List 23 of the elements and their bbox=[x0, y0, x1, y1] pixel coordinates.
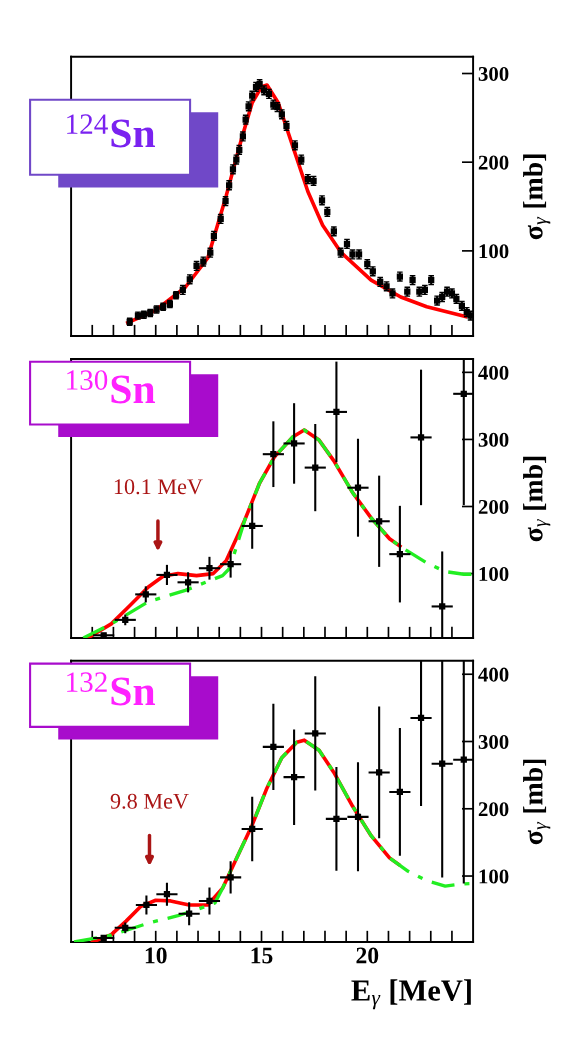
y-tick-label: 100 bbox=[479, 566, 509, 582]
y-tick-label: 300 bbox=[478, 66, 509, 81]
annotation: 10.1 MeV bbox=[114, 479, 203, 495]
y-tick-label: 300 bbox=[478, 734, 509, 749]
y-tick-label: 300 bbox=[478, 432, 509, 447]
y-tick-label: 100 bbox=[479, 244, 509, 259]
y-axis-title: σ$_{γ}$ [mb] bbox=[523, 759, 551, 845]
x-axis-title: E$_{γ}$ [MeV] bbox=[351, 979, 471, 1010]
y-tick-label: 200 bbox=[478, 155, 509, 170]
y-tick-label: 400 bbox=[478, 365, 509, 380]
annotation: $^{130}$Sn bbox=[67, 370, 156, 404]
y-tick-label: 100 bbox=[479, 869, 509, 884]
y-tick-label: 200 bbox=[478, 802, 509, 817]
annotation: $^{132}$Sn bbox=[67, 672, 156, 706]
annotation: 9.8 MeV bbox=[110, 793, 189, 809]
y-tick-label: 400 bbox=[478, 667, 509, 682]
x-tick-label: 10 bbox=[145, 947, 167, 964]
y-axis-title: σ$_{γ}$ [mb] bbox=[523, 154, 551, 240]
y-axis-title: σ$_{γ}$ [mb] bbox=[523, 456, 551, 542]
y-tick-label: 200 bbox=[478, 499, 509, 514]
x-tick-label: 20 bbox=[356, 947, 379, 964]
x-tick-label: 15 bbox=[251, 947, 273, 964]
annotation: $^{124}$Sn bbox=[67, 114, 156, 148]
